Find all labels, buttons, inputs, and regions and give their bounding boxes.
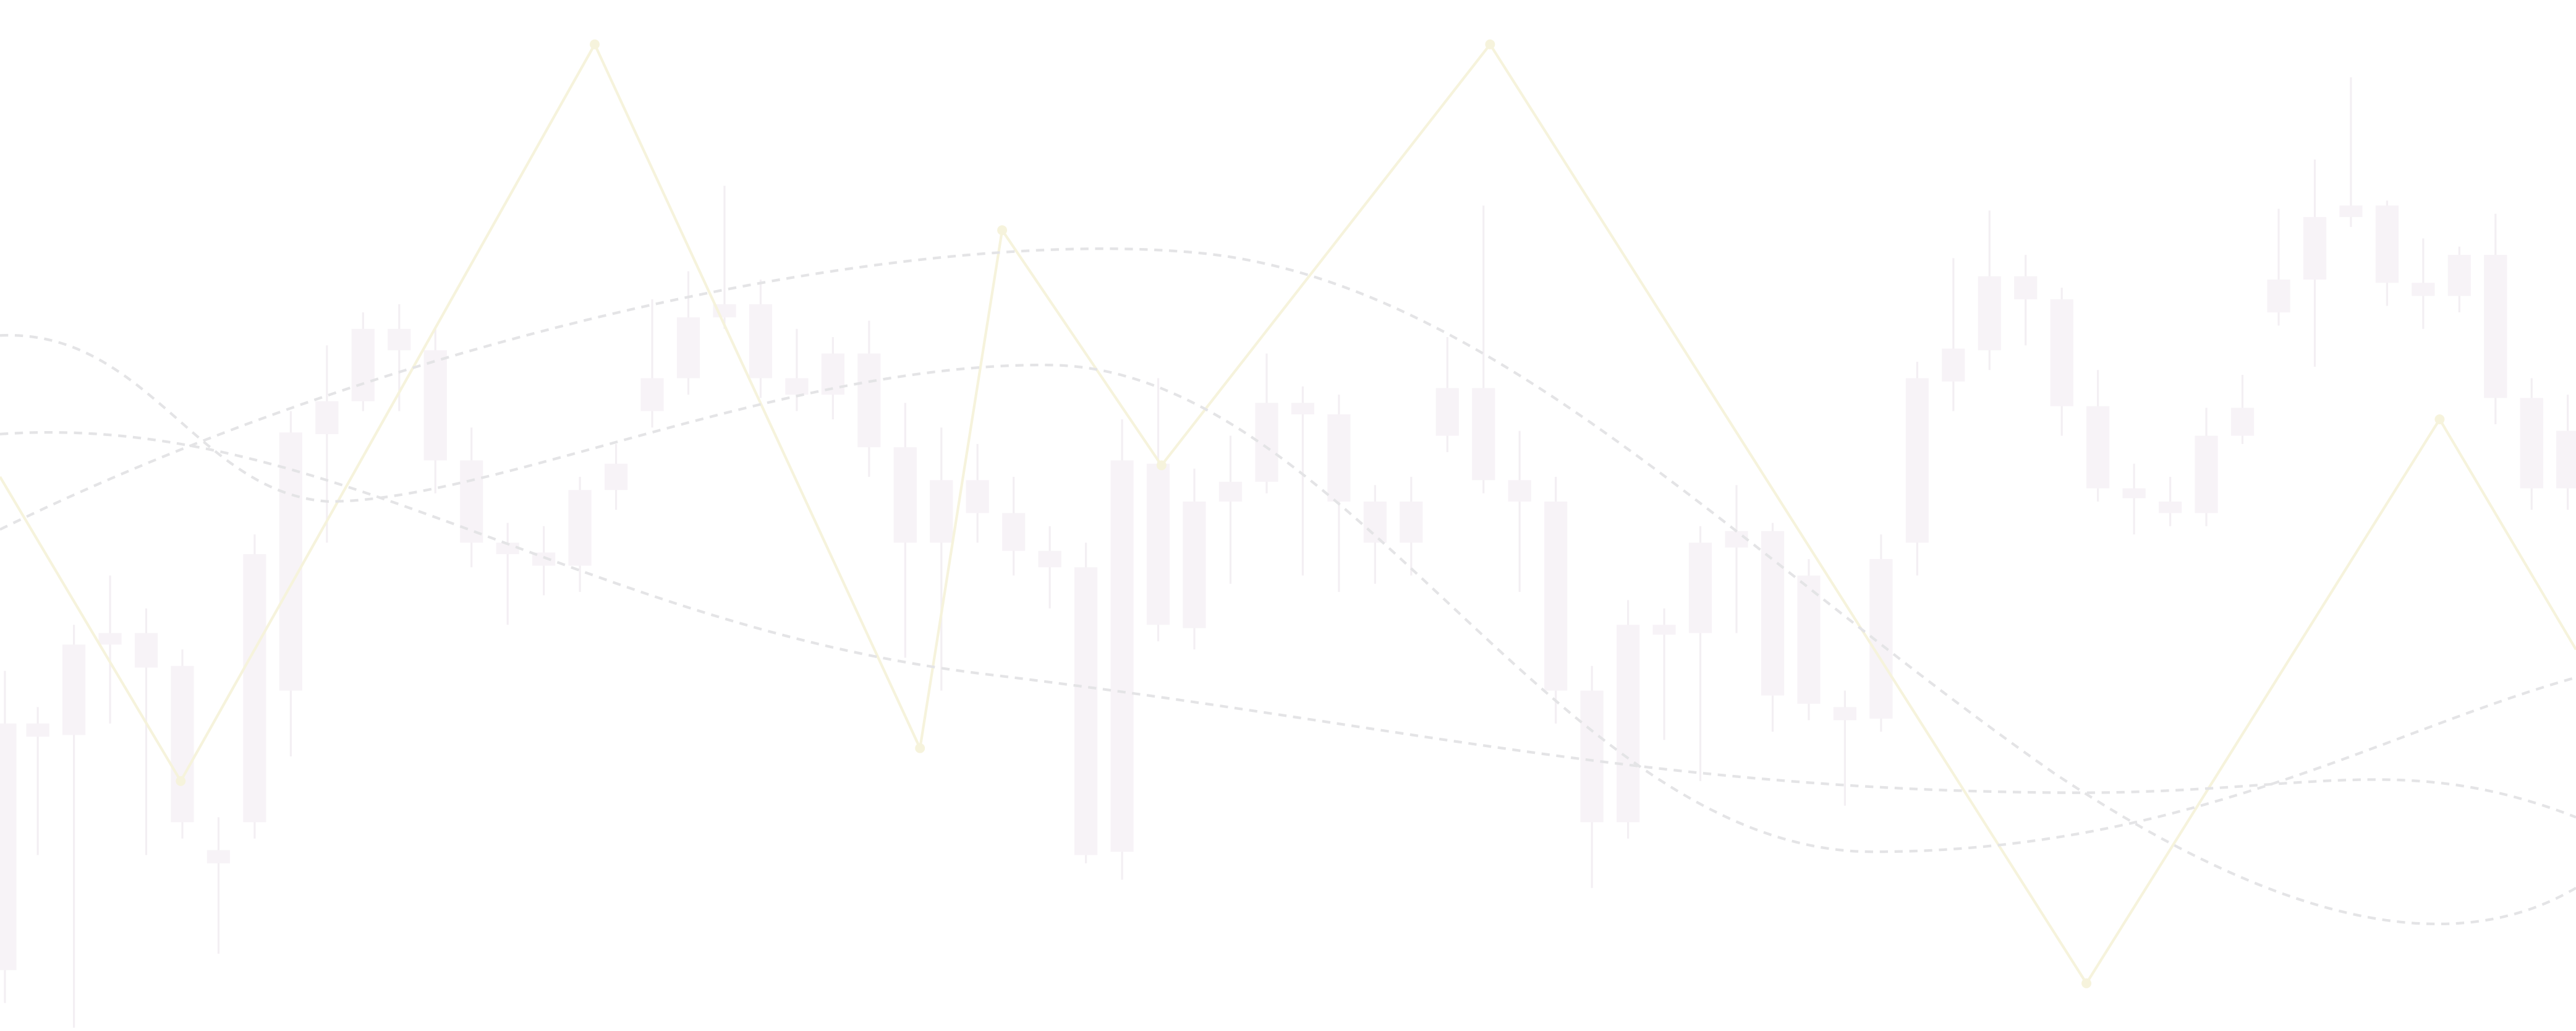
candle-body	[1942, 348, 1965, 382]
candle-body	[26, 723, 49, 737]
candle-body	[134, 633, 158, 668]
candle-body	[2230, 408, 2255, 436]
candle-body	[2556, 430, 2576, 489]
candle-body	[1617, 625, 1640, 823]
candle-body	[1110, 460, 1134, 852]
zigzag-point	[1485, 39, 1495, 49]
candle-body	[930, 480, 953, 543]
candle-body	[2014, 276, 2038, 299]
candle-body	[2447, 255, 2471, 296]
candle-body	[1002, 513, 1026, 551]
candle-body	[893, 447, 917, 543]
candle-body	[2050, 299, 2073, 406]
candle-body	[2339, 205, 2363, 217]
candle-body	[2158, 501, 2182, 513]
candle-body	[1833, 707, 1857, 721]
candle-body	[2375, 205, 2399, 283]
candle-body	[2122, 488, 2146, 498]
candle-body	[1074, 567, 1098, 855]
candle-body	[98, 633, 122, 645]
candle-body	[532, 552, 556, 566]
candle-body	[279, 432, 302, 691]
candle-body	[423, 350, 447, 461]
zigzag-points	[176, 39, 2445, 988]
candle-body	[1580, 690, 1604, 823]
candle-body	[1255, 403, 1278, 482]
candle-body	[568, 490, 592, 566]
dashed-curve	[0, 334, 2576, 853]
candle-body	[0, 723, 17, 970]
candle-body	[2484, 255, 2507, 398]
candle-body	[1400, 501, 1423, 543]
candle-body	[640, 378, 664, 411]
candle-body	[2412, 283, 2435, 296]
candlesticks	[0, 77, 2576, 1028]
zigzag-point	[915, 743, 925, 753]
candle-body	[1038, 550, 1061, 568]
candle-body	[1146, 463, 1170, 625]
dashed-curve	[0, 247, 2576, 926]
candle-body	[785, 378, 809, 395]
zigzag-point	[997, 225, 1008, 236]
candle-body	[496, 542, 519, 554]
dashed-curve	[0, 430, 2576, 819]
zigzag-line	[0, 41, 2576, 986]
candle-body	[1183, 501, 1206, 628]
candle-body	[857, 353, 881, 448]
candle-body	[1725, 531, 1748, 548]
candle-body	[1218, 481, 1243, 502]
candle-body	[1905, 378, 1929, 543]
candle-body	[2267, 279, 2290, 313]
candle-body	[1797, 575, 1821, 704]
candle-body	[171, 665, 194, 823]
candle-body	[749, 304, 773, 379]
candle-body	[966, 480, 989, 513]
candle-body	[243, 554, 266, 823]
candle-body	[1472, 388, 1495, 481]
zigzag-point	[2434, 414, 2445, 424]
candle-body	[1544, 501, 1568, 691]
zigzag-point	[2081, 978, 2092, 988]
candle-body	[206, 850, 231, 863]
candle-body	[1291, 403, 1315, 414]
candle-body	[1435, 388, 1459, 436]
candle-body	[460, 460, 483, 543]
zigzag-point	[176, 776, 186, 786]
candle-body	[676, 317, 700, 379]
candle-body	[1761, 531, 1785, 696]
candle-body	[2195, 435, 2218, 513]
candle-body	[351, 328, 375, 401]
candle-body	[1363, 501, 1387, 543]
candle-body	[62, 644, 86, 735]
zigzag-point	[590, 39, 600, 49]
candle-body	[1978, 276, 2001, 351]
candle-body	[315, 401, 339, 434]
candle-body	[604, 463, 628, 490]
candle-body	[2520, 398, 2543, 489]
candle-body	[2086, 406, 2110, 489]
candle-body	[1652, 625, 1676, 635]
candle-body	[2303, 216, 2327, 280]
candle-body	[1508, 480, 1531, 502]
candle-body	[1688, 542, 1712, 633]
candle-body	[388, 328, 411, 351]
zigzag-point	[1156, 460, 1167, 471]
candle-body	[1327, 414, 1351, 502]
